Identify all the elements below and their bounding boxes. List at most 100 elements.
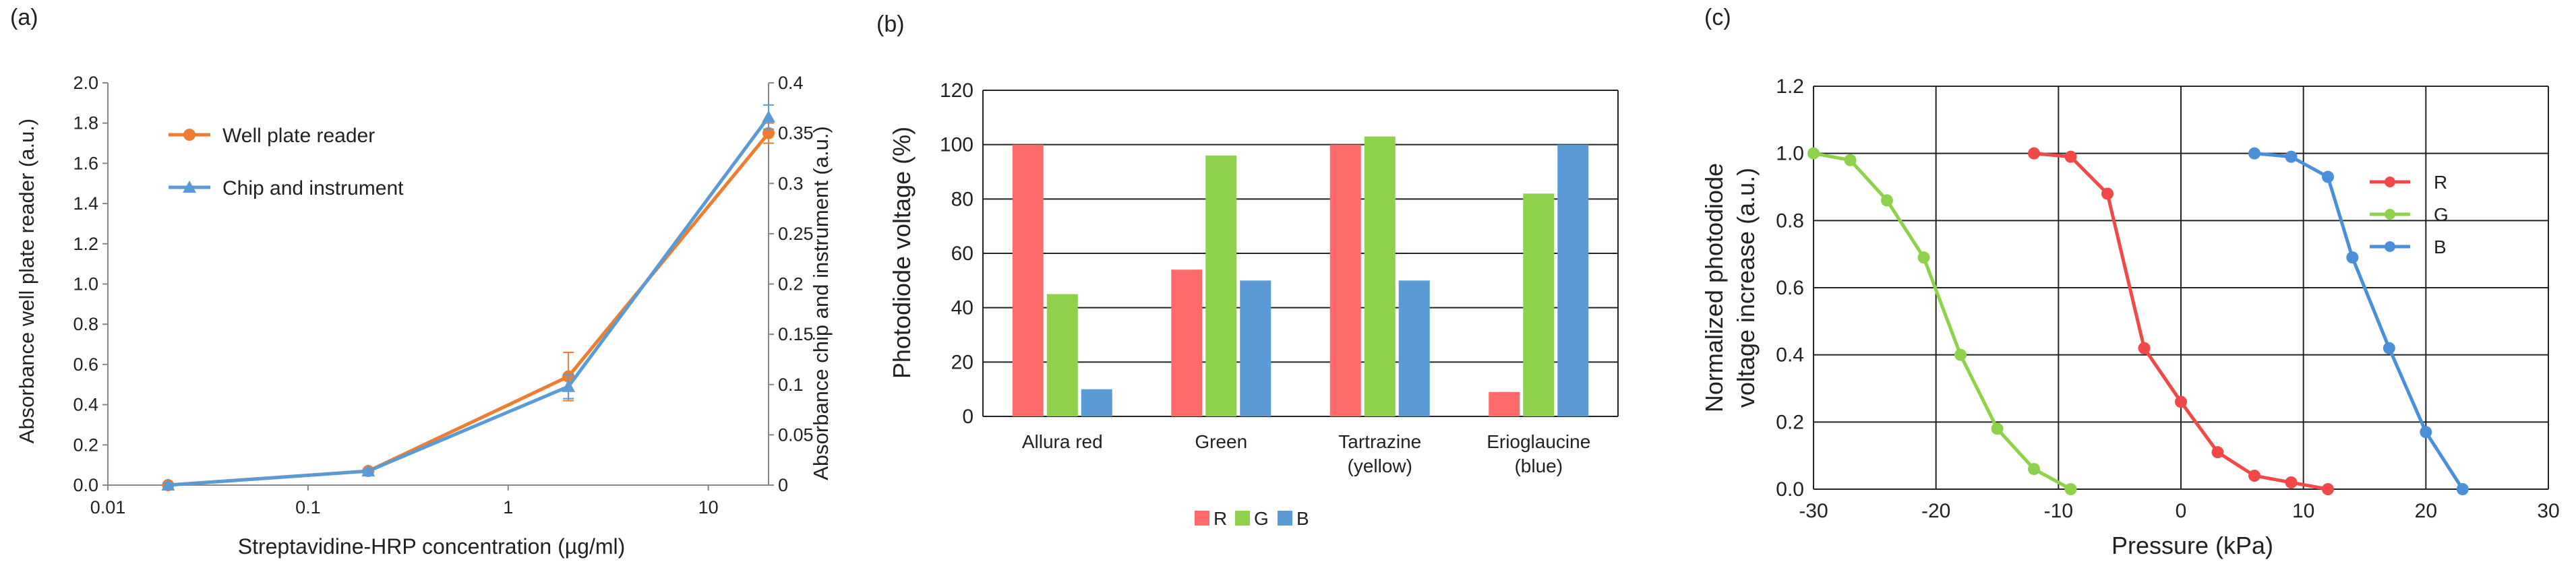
legend-marker-c-b <box>2385 241 2395 252</box>
data-point-chip-and-instrument <box>161 478 175 491</box>
chart-b-y-tick-label: 120 <box>940 80 974 102</box>
bar-green-g <box>1205 155 1237 417</box>
chart-a-x-tick-label: 0.1 <box>295 497 321 517</box>
data-point-c-g <box>2028 463 2040 476</box>
chart-c-ylabel-line1: Normalized photodiode <box>1700 163 1728 412</box>
data-point-c-r <box>2211 446 2224 459</box>
data-point-c-r <box>2248 470 2260 482</box>
legend-marker-chip <box>183 181 196 193</box>
chart-b-y-tick-label: 80 <box>951 188 974 210</box>
panel-label-a: (a) <box>10 5 38 30</box>
data-point-c-b <box>2456 483 2469 495</box>
legend-label-b: B <box>1296 508 1309 529</box>
data-point-c-r <box>2101 187 2114 200</box>
chart-b-category-label: Erioglaucine <box>1487 431 1590 452</box>
chart-a-y-tick-label: 0.4 <box>73 395 98 415</box>
data-point-c-b <box>2346 251 2359 264</box>
chart-b-y-tick-label: 60 <box>951 243 974 265</box>
data-point-c-r <box>2285 476 2298 489</box>
legend-label-c-b: B <box>2434 236 2447 257</box>
chart-c-x-tick-label: 30 <box>2537 500 2559 522</box>
chart-c-x-tick-label: 20 <box>2415 500 2437 522</box>
data-point-c-g <box>1954 348 1967 361</box>
chart-b-category-label-line2: (blue) <box>1514 455 1563 476</box>
chart-c-y-tick-label: 0.0 <box>1776 478 1804 501</box>
chart-a-y-tick-label: 1.6 <box>73 153 98 173</box>
chart-a-y2-tick-label: 0.15 <box>778 324 814 344</box>
data-point-c-g <box>1881 194 1893 207</box>
data-point-c-b <box>2420 426 2432 439</box>
chart-c-y-tick-label: 0.6 <box>1776 277 1804 299</box>
chart-b-category-label: Green <box>1195 431 1247 452</box>
chart-c: Pressure (kPa) Normalized photodiode vol… <box>1700 75 2560 559</box>
data-point-c-g <box>1844 154 1857 166</box>
chart-c-legend: R G B <box>2370 172 2449 257</box>
legend-label-chip: Chip and instrument <box>222 177 404 199</box>
legend-marker-well-plate <box>183 129 196 141</box>
chart-b: Photodiode voltage (%) R G B 0 20 40 60 80 10… <box>888 80 1619 529</box>
legend-label-c-g: G <box>2434 204 2449 225</box>
chart-a-y-tick-label: 2.0 <box>73 73 98 93</box>
chart-a-legend: Well plate reader Chip and instrument <box>169 125 404 199</box>
chart-c-ylabel-line2: voltage increase (a.u.) <box>1732 168 1760 408</box>
chart-c-x-tick-label: -10 <box>2044 500 2073 522</box>
chart-a-x-tick-label: 1 <box>503 497 513 517</box>
bar-green-r <box>1171 270 1203 416</box>
bar-erioglaucine-r <box>1489 391 1520 416</box>
chart-a-y2-tick-label: 0.1 <box>778 375 804 395</box>
legend-marker-c-g <box>2385 209 2395 220</box>
legend-swatch-r <box>1195 511 1209 526</box>
chart-c-y-tick-label: 0.2 <box>1776 411 1804 433</box>
data-point-c-r <box>2064 150 2077 163</box>
chart-c-x-tick-label: -30 <box>1799 500 1828 522</box>
chart-a-y-tick-label: 1.2 <box>73 234 98 254</box>
chart-a-y-tick-label: 1.0 <box>73 274 98 294</box>
data-point-c-b <box>2248 147 2260 160</box>
data-point-c-g <box>1917 251 1930 264</box>
chart-b-category-label: Tartrazine <box>1338 431 1421 452</box>
legend-swatch-b <box>1278 511 1292 526</box>
data-point-c-r <box>2138 342 2151 354</box>
data-point-c-g <box>1991 422 2004 435</box>
chart-b-y-tick-label: 100 <box>940 134 974 156</box>
chart-c-xlabel: Pressure (kPa) <box>2111 532 2273 559</box>
data-point-well-plate-reader <box>762 127 775 139</box>
bar-allura-red-r <box>1012 144 1044 416</box>
bar-green-b <box>1240 280 1271 416</box>
legend-swatch-g <box>1235 511 1250 526</box>
data-point-c-b <box>2322 170 2334 183</box>
chart-b-y-tick-label: 40 <box>951 297 974 319</box>
chart-a-xlabel: Streptavidine-HRP concentration (µg/ml) <box>238 534 626 559</box>
bar-allura-red-g <box>1046 294 1078 416</box>
chart-b-legend: R G B <box>1195 508 1309 529</box>
chart-c-y-tick-label: 0.8 <box>1776 210 1804 232</box>
series-line-c-b <box>2254 152 2464 491</box>
chart-c-x-tick-label: 0 <box>2176 500 2187 522</box>
chart-a-y-tick-label: 0.0 <box>73 475 98 495</box>
data-point-c-b <box>2383 342 2395 354</box>
chart-a-y2-tick-label: 0 <box>778 475 788 495</box>
series-line-c-g <box>1813 152 2072 491</box>
legend-label-well-plate: Well plate reader <box>222 125 375 147</box>
chart-a-y2-tick-label: 0.35 <box>778 123 814 144</box>
chart-c-x-tick-label: -20 <box>1921 500 1950 522</box>
chart-c-y-tick-label: 1.0 <box>1776 143 1804 165</box>
chart-b-category-label-line2: (yellow) <box>1348 455 1412 476</box>
bar-tartrazine-g <box>1364 136 1396 417</box>
chart-b-y-tick-label: 20 <box>951 351 974 373</box>
panel-label-c: (c) <box>1704 5 1731 30</box>
bar-tartrazine-r <box>1329 144 1361 416</box>
chart-a-y-tick-label: 0.6 <box>73 354 98 375</box>
chart-a-y2-tick-label: 0.4 <box>778 73 804 93</box>
chart-c-y-tick-label: 0.4 <box>1776 344 1804 367</box>
legend-marker-c-r <box>2385 177 2395 187</box>
chart-a-y2-tick-label: 0.05 <box>778 424 814 445</box>
chart-a-y2-tick-label: 0.2 <box>778 274 804 294</box>
chart-b-y-tick-label: 0 <box>962 406 974 428</box>
chart-a-x-tick-label: 10 <box>698 497 719 517</box>
chart-a-y-tick-label: 0.8 <box>73 314 98 334</box>
data-point-chip-and-instrument <box>762 110 775 123</box>
legend-label-c-r: R <box>2434 172 2447 193</box>
series-line-chip-and-instrument <box>168 116 771 487</box>
chart-c-y-tick-label: 1.2 <box>1776 75 1804 98</box>
